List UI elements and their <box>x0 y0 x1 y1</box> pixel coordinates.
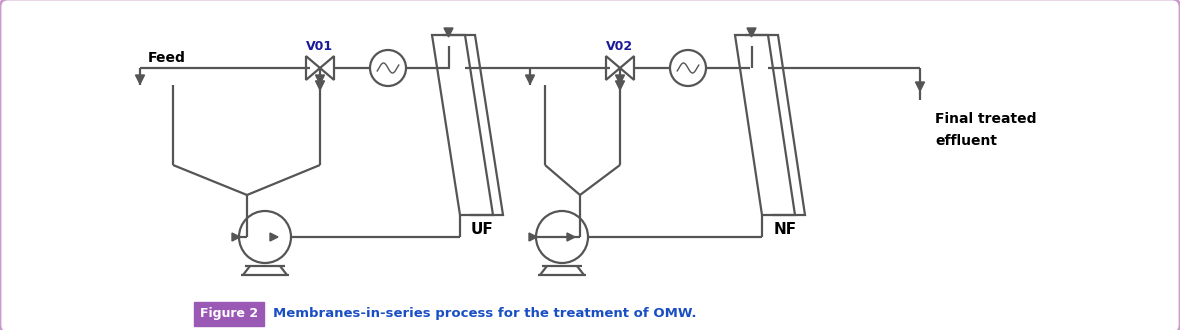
Polygon shape <box>529 233 537 241</box>
Polygon shape <box>607 56 620 80</box>
Polygon shape <box>270 233 278 241</box>
Polygon shape <box>315 81 324 90</box>
Polygon shape <box>232 233 240 241</box>
Polygon shape <box>315 75 324 84</box>
Text: Figure 2: Figure 2 <box>199 308 258 320</box>
Polygon shape <box>916 82 924 91</box>
Polygon shape <box>735 35 795 215</box>
Polygon shape <box>747 28 756 37</box>
Polygon shape <box>616 81 624 90</box>
Polygon shape <box>320 56 334 80</box>
Text: V01: V01 <box>307 40 334 52</box>
Polygon shape <box>306 56 320 80</box>
Polygon shape <box>568 233 575 241</box>
Polygon shape <box>616 75 624 84</box>
Text: UF: UF <box>471 222 494 238</box>
Polygon shape <box>444 28 453 37</box>
Polygon shape <box>432 35 493 215</box>
Text: NF: NF <box>773 222 796 238</box>
Text: Membranes-in-series process for the treatment of OMW.: Membranes-in-series process for the trea… <box>273 308 696 320</box>
Polygon shape <box>136 75 144 84</box>
Text: V02: V02 <box>607 40 634 52</box>
Polygon shape <box>620 56 634 80</box>
Text: Feed: Feed <box>148 51 186 65</box>
FancyBboxPatch shape <box>194 302 264 326</box>
Text: Final treated
effluent: Final treated effluent <box>935 112 1036 148</box>
Polygon shape <box>525 75 535 84</box>
